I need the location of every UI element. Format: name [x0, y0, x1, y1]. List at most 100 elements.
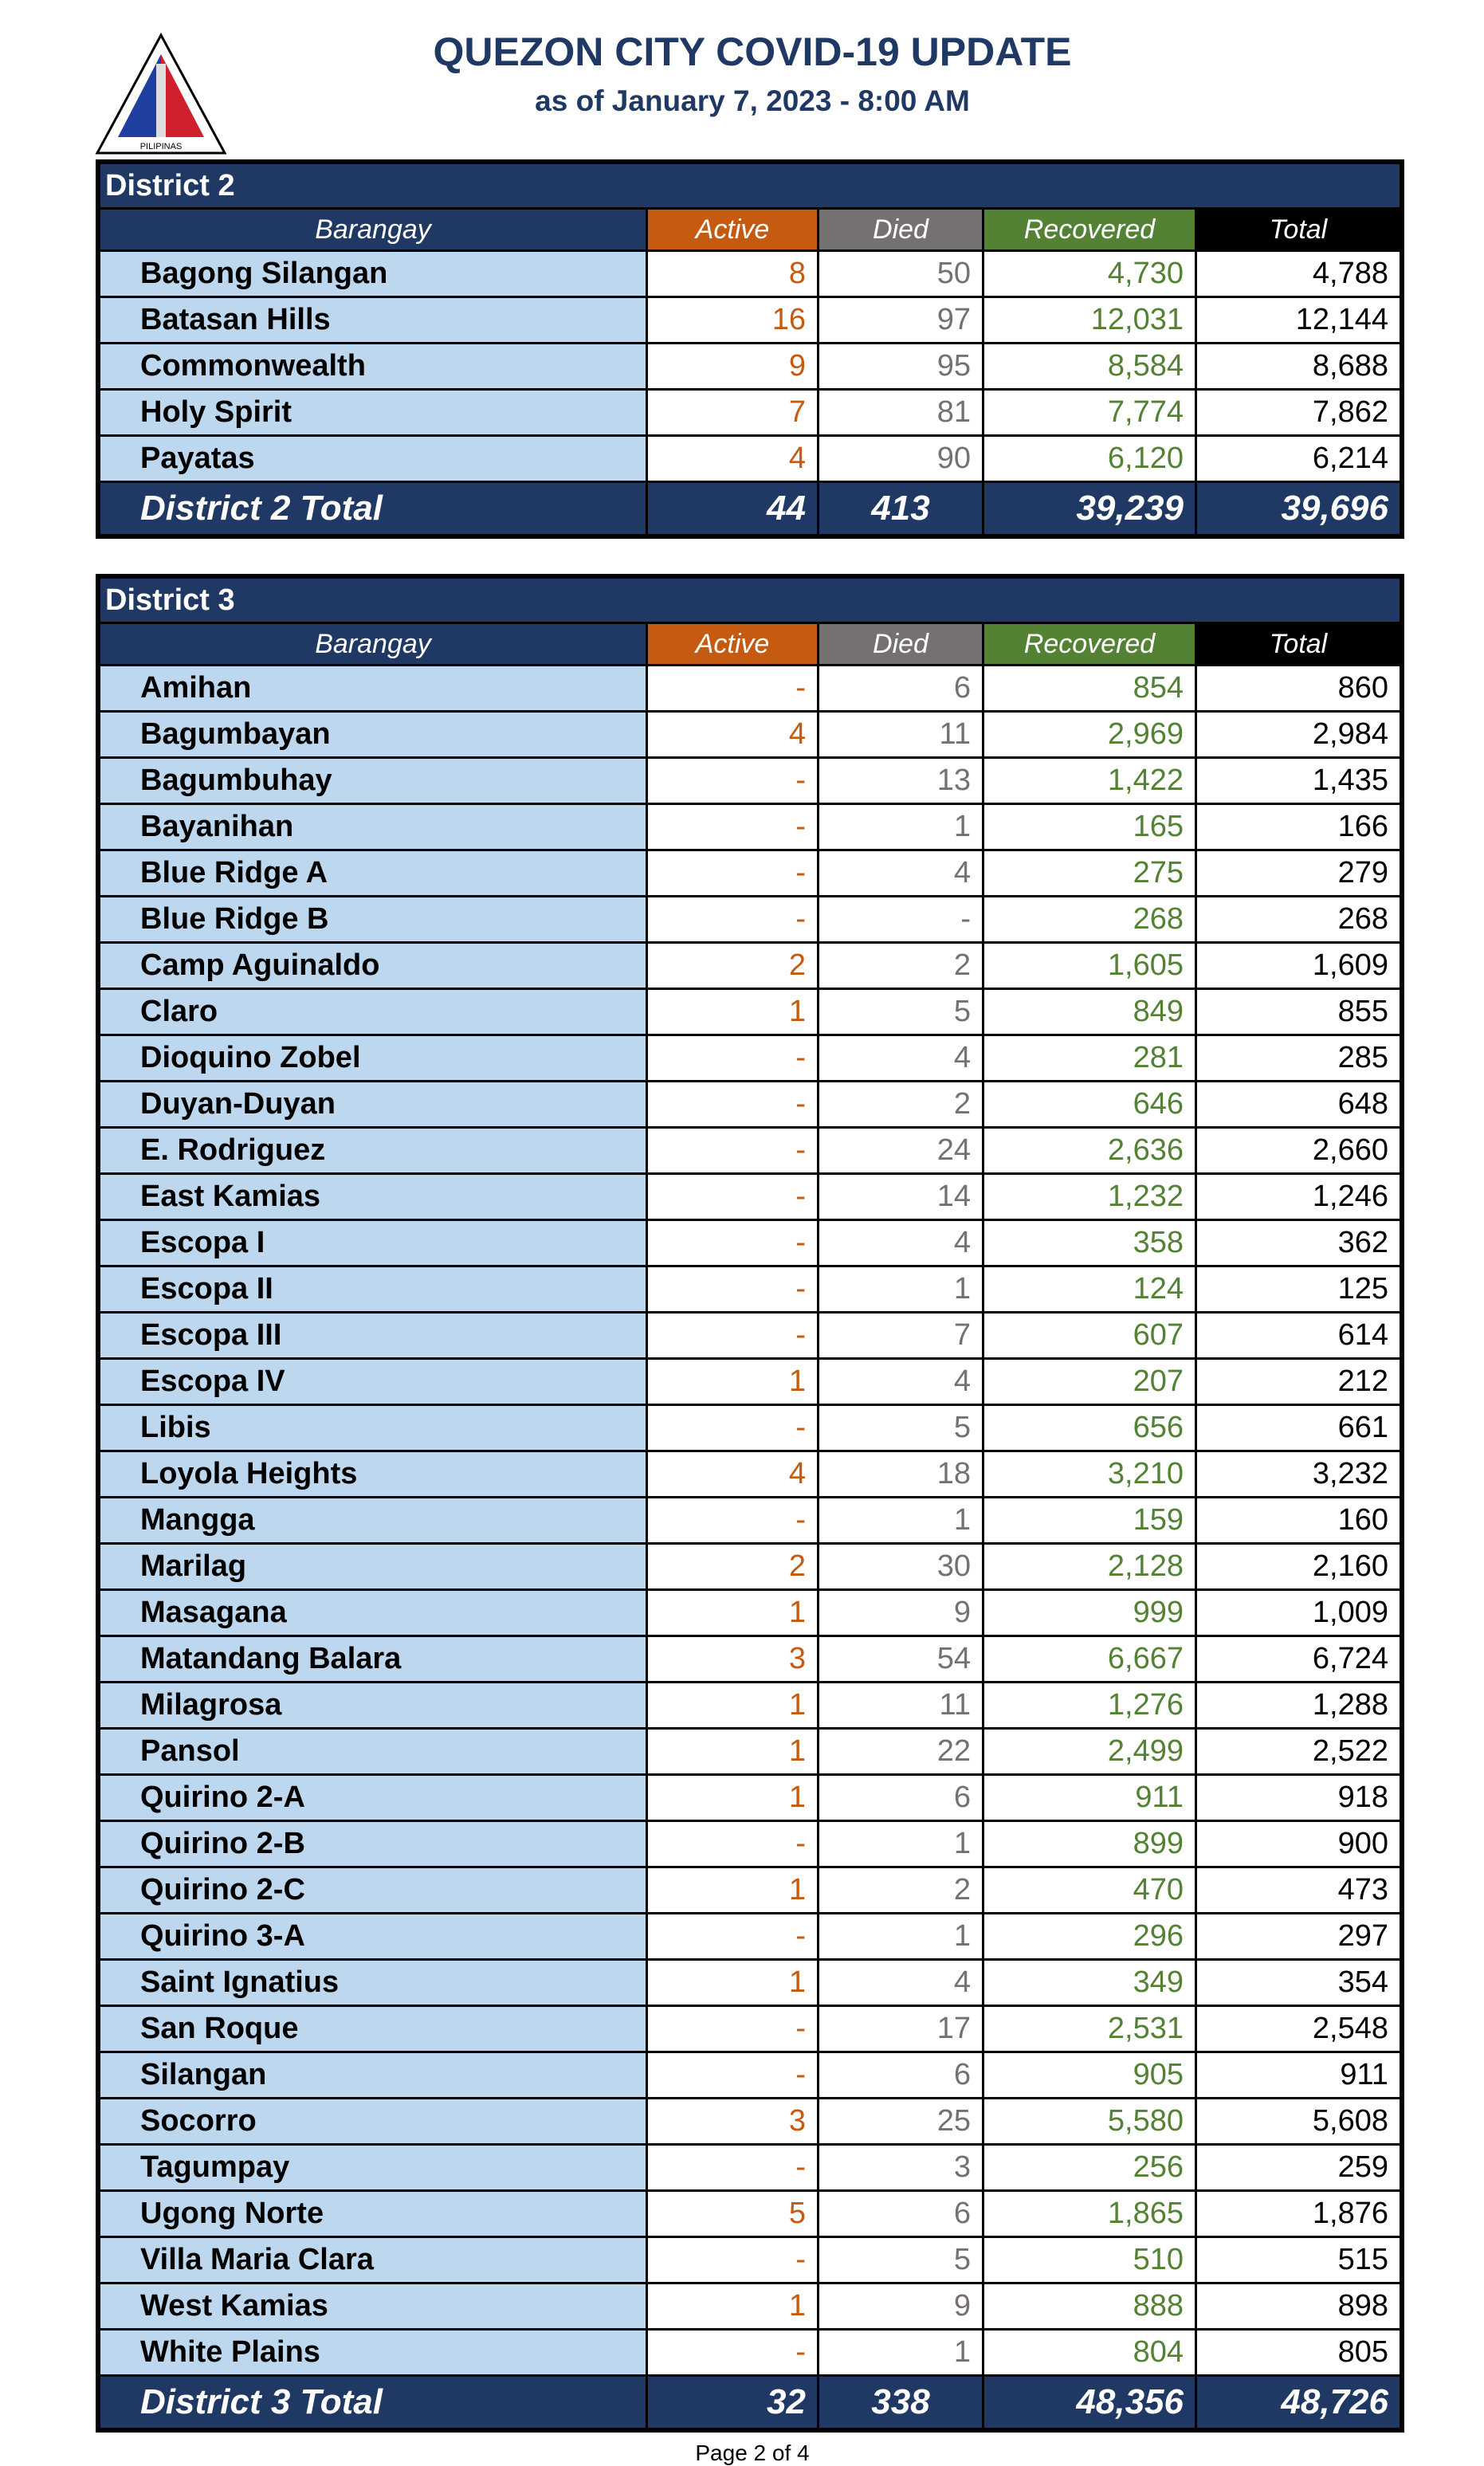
- cell-recovered: 5,580: [984, 2099, 1195, 2143]
- cell-barangay: Saint Ignatius: [100, 1961, 646, 2005]
- cell-barangay: Quirino 2-B: [100, 1822, 646, 1866]
- cell-active: -: [648, 897, 817, 941]
- cell-active: 1: [648, 1591, 817, 1635]
- cell-barangay: East Kamias: [100, 1175, 646, 1219]
- cell-died: 6: [819, 666, 982, 710]
- table-row: Amihan -6 854 860: [100, 666, 1400, 710]
- cell-barangay: Commonwealth: [100, 344, 646, 388]
- cell-died: 1: [819, 1267, 982, 1311]
- cell-barangay: Payatas: [100, 437, 646, 481]
- cell-recovered: 1,865: [984, 2192, 1195, 2236]
- cell-total: 4,788: [1197, 252, 1400, 296]
- cell-recovered: 256: [984, 2146, 1195, 2189]
- table-row: Escopa I -4 358 362: [100, 1221, 1400, 1265]
- cell-active: -: [648, 1129, 817, 1172]
- cell-barangay: Duyan-Duyan: [100, 1082, 646, 1126]
- cell-total: 212: [1197, 1360, 1400, 1404]
- table-row: Blue Ridge B - -268 268: [100, 897, 1400, 941]
- cell-barangay: Blue Ridge A: [100, 851, 646, 895]
- cell-total: 2,548: [1197, 2007, 1400, 2051]
- cell-barangay: Amihan: [100, 666, 646, 710]
- column-header-active: Active: [648, 210, 817, 249]
- cell-active: 3: [648, 1637, 817, 1681]
- table-row: Payatas 4 90 6,120 6,214: [100, 437, 1400, 481]
- cell-barangay: Pansol: [100, 1730, 646, 1773]
- cell-total: 362: [1197, 1221, 1400, 1265]
- cell-barangay: West Kamias: [100, 2284, 646, 2328]
- cell-died: 4: [819, 1036, 982, 1080]
- cell-total: 515: [1197, 2238, 1400, 2282]
- cell-active: -: [648, 1221, 817, 1265]
- cell-recovered: 911: [984, 1776, 1195, 1820]
- cell-active: 1: [648, 1360, 817, 1404]
- cell-died: 25: [819, 2099, 982, 2143]
- cell-recovered: 854: [984, 666, 1195, 710]
- column-header-barangay: Barangay: [100, 624, 646, 664]
- table-row: Bagumbayan 4 11 2,969 2,984: [100, 713, 1400, 756]
- cell-active: -: [648, 2053, 817, 2097]
- cell-died: 5: [819, 1406, 982, 1450]
- cell-died: 90: [819, 437, 982, 481]
- cell-recovered: 207: [984, 1360, 1195, 1404]
- table-row: Quirino 3-A -1 296 297: [100, 1914, 1400, 1958]
- page-subtitle: as of January 7, 2023 - 8:00 AM: [535, 84, 970, 117]
- total-total: 39,696: [1197, 483, 1400, 534]
- cell-total: 1,009: [1197, 1591, 1400, 1635]
- cell-active: 2: [648, 1545, 817, 1588]
- cell-recovered: 165: [984, 805, 1195, 849]
- table-row: East Kamias -14 1,232 1,246: [100, 1175, 1400, 1219]
- cell-died: 11: [819, 713, 982, 756]
- cell-died: 17: [819, 2007, 982, 2051]
- cell-recovered: 2,969: [984, 713, 1195, 756]
- cell-recovered: 296: [984, 1914, 1195, 1958]
- cell-active: -: [648, 759, 817, 803]
- table-row: Villa Maria Clara -5 510 515: [100, 2238, 1400, 2282]
- district-title: District 2: [100, 164, 1400, 207]
- cell-total: 473: [1197, 1868, 1400, 1912]
- district-3-table: District 3 Barangay Active Died Recovered Tot…: [96, 574, 1404, 2433]
- cell-recovered: 656: [984, 1406, 1195, 1450]
- cell-barangay: Marilag: [100, 1545, 646, 1588]
- cell-died: 3: [819, 2146, 982, 2189]
- cell-barangay: Villa Maria Clara: [100, 2238, 646, 2282]
- cell-total: 860: [1197, 666, 1400, 710]
- cell-barangay: Quirino 3-A: [100, 1914, 646, 1958]
- total-barangay: District 3 Total: [100, 2377, 646, 2428]
- cell-died: 5: [819, 990, 982, 1034]
- cell-total: 1,288: [1197, 1683, 1400, 1727]
- table-row: Bayanihan -1 165 166: [100, 805, 1400, 849]
- cell-total: 297: [1197, 1914, 1400, 1958]
- table-row: Quirino 2-C 1 2 470 473: [100, 1868, 1400, 1912]
- quezon-city-seal-logo: PILIPINAS: [95, 32, 227, 155]
- table-row: Loyola Heights 4 18 3,210 3,232: [100, 1452, 1400, 1496]
- cell-barangay: Bayanihan: [100, 805, 646, 849]
- cell-died: 7: [819, 1313, 982, 1357]
- cell-total: 1,435: [1197, 759, 1400, 803]
- cell-recovered: 124: [984, 1267, 1195, 1311]
- cell-total: 1,876: [1197, 2192, 1400, 2236]
- cell-died: 18: [819, 1452, 982, 1496]
- total-recovered: 39,239: [984, 483, 1195, 534]
- district-total-row: District 3 Total 32 338 48,356 48,726: [100, 2377, 1400, 2428]
- cell-active: -: [648, 1822, 817, 1866]
- cell-died: 9: [819, 2284, 982, 2328]
- cell-died: 6: [819, 1776, 982, 1820]
- cell-active: 1: [648, 990, 817, 1034]
- cell-total: 614: [1197, 1313, 1400, 1357]
- cell-died: 54: [819, 1637, 982, 1681]
- cell-barangay: Quirino 2-C: [100, 1868, 646, 1912]
- cell-died: 1: [819, 1498, 982, 1542]
- table-row: Milagrosa 1 11 1,276 1,288: [100, 1683, 1400, 1727]
- total-total: 48,726: [1197, 2377, 1400, 2428]
- cell-active: -: [648, 805, 817, 849]
- cell-barangay: Matandang Balara: [100, 1637, 646, 1681]
- cell-total: 166: [1197, 805, 1400, 849]
- cell-died: 13: [819, 759, 982, 803]
- cell-active: 1: [648, 1776, 817, 1820]
- table-row: Matandang Balara 3 54 6,667 6,724: [100, 1637, 1400, 1681]
- cell-total: 898: [1197, 2284, 1400, 2328]
- cell-total: 2,160: [1197, 1545, 1400, 1588]
- cell-barangay: Bagumbayan: [100, 713, 646, 756]
- table-row: Escopa IV 1 4 207 212: [100, 1360, 1400, 1404]
- table-row: Bagumbuhay -13 1,422 1,435: [100, 759, 1400, 803]
